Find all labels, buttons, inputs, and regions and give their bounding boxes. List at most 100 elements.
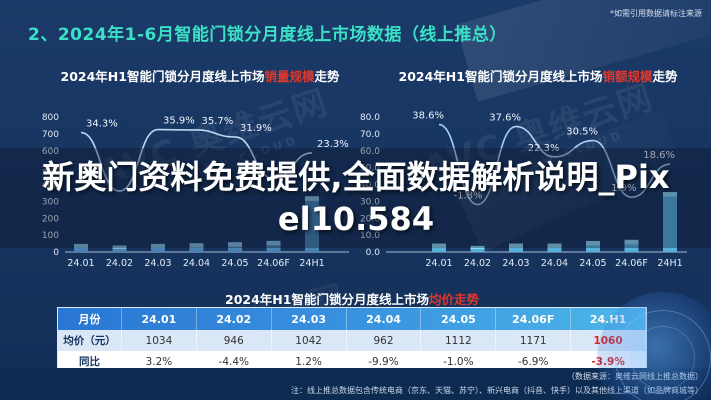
bar-cap bbox=[663, 192, 677, 197]
slide-title: 2、2024年1-6月智能门锁分月度线上市场数据（线上推总） bbox=[28, 25, 507, 45]
network-globe-graphic bbox=[597, 292, 711, 400]
chart-title-highlight: 销量规模 bbox=[264, 69, 315, 84]
chart-title-text: 走势 bbox=[652, 69, 678, 84]
growth-label: 38.6% bbox=[412, 111, 444, 122]
table-cell: -6.9% bbox=[496, 351, 572, 372]
y-axis-tick: 800 bbox=[42, 113, 59, 123]
x-axis-label: 24.05 bbox=[579, 258, 606, 269]
price-table-title: 2024年H1智能门锁分月度线上市场均价走势 bbox=[57, 289, 647, 308]
table-cell: 1034 bbox=[122, 330, 197, 351]
bar-cap bbox=[547, 243, 562, 248]
table-header-cell: 24.02 bbox=[197, 308, 272, 330]
value-chart-title: 2024年H1智能门锁分月度线上市场销额规模走势 bbox=[378, 66, 698, 85]
y-axis-tick: 40.0 bbox=[360, 181, 380, 191]
growth-label: 34.3% bbox=[86, 119, 118, 130]
bar-cap bbox=[266, 240, 281, 246]
overlay-headline: 新奥门资料免费提供,全面数据解析说明_Pixel10.584 bbox=[42, 158, 670, 239]
growth-label: 31.9% bbox=[240, 123, 272, 134]
x-axis-label: 24.02 bbox=[464, 258, 491, 269]
x-axis-label: 24.03 bbox=[144, 258, 171, 269]
growth-label: -1.8% bbox=[453, 191, 482, 202]
table-header-cell: 月份 bbox=[58, 308, 122, 330]
table-header-cell: 24.04 bbox=[347, 308, 422, 330]
x-axis-label: 24.06F bbox=[257, 258, 290, 269]
volume-chart-title: 2024年H1智能门锁分月度线上市场销量规模走势 bbox=[40, 66, 360, 85]
x-axis-label: 24.04 bbox=[183, 258, 210, 269]
table-row-label: 均价（元） bbox=[58, 330, 122, 351]
bar bbox=[228, 242, 242, 252]
y-axis-tick: 100 bbox=[42, 231, 59, 241]
chart-title-text: 走势 bbox=[314, 69, 340, 84]
table-header-cell: 24.06F bbox=[496, 308, 572, 330]
bottom-strip bbox=[0, 368, 711, 400]
y-axis-tick: 700 bbox=[42, 130, 59, 140]
table-cell: 1112 bbox=[421, 330, 497, 351]
table-row-label: 同比 bbox=[58, 351, 122, 372]
y-axis-tick: 200 bbox=[42, 214, 59, 224]
overlay-band bbox=[0, 148, 711, 248]
x-axis-label: 24.01 bbox=[425, 258, 452, 269]
table-header-cell: 24.05 bbox=[421, 308, 497, 330]
bar-cap bbox=[305, 196, 319, 201]
growth-label: 1.9% bbox=[611, 183, 636, 194]
bar-cap bbox=[112, 245, 127, 249]
y-axis-tick: 300 bbox=[42, 197, 59, 207]
table-header-cell: 24.01 bbox=[122, 308, 197, 330]
chart-title-text: 2024年H1智能门锁分月度线上市场 bbox=[60, 69, 265, 84]
bar-cap bbox=[228, 242, 242, 247]
table-title-text: 2024年H1智能门锁分月度线上市场 bbox=[225, 292, 429, 307]
y-axis-tick: 600 bbox=[42, 147, 59, 157]
growth-label: 37.6% bbox=[489, 113, 521, 124]
y-axis-tick: 0.0 bbox=[366, 248, 381, 258]
y-axis-tick: 400 bbox=[42, 181, 59, 191]
x-axis-label: 24H1 bbox=[299, 258, 324, 269]
table-cell: 3.2% bbox=[122, 351, 197, 372]
growth-line bbox=[80, 128, 313, 192]
x-axis-label: 24H1 bbox=[657, 258, 682, 269]
bar-cap bbox=[624, 239, 639, 245]
x-axis-label: 24.02 bbox=[106, 258, 133, 269]
table-cell: 1042 bbox=[272, 330, 347, 351]
bar-cap bbox=[74, 243, 88, 248]
y-axis-tick: 80.0 bbox=[360, 113, 380, 123]
bar bbox=[663, 192, 677, 252]
citation-note: *如需引用数据请标注来源 bbox=[610, 9, 702, 18]
growth-label: 18.6% bbox=[643, 150, 675, 161]
y-axis-tick: 500 bbox=[42, 164, 59, 174]
x-axis-label: 24.01 bbox=[67, 258, 94, 269]
value-chart: 80.0 70.0 60.0 50.0 40.0 30.0 20.0 10.0 0.0 38.6%… bbox=[360, 111, 687, 269]
x-axis-label: 24.04 bbox=[541, 258, 568, 269]
table-cell: 962 bbox=[347, 330, 422, 351]
bar-cap bbox=[151, 243, 165, 248]
bar bbox=[586, 241, 600, 252]
methodology-note: 注：线上推总数据包含传统电商（京东、天猫、苏宁）、新兴电商（抖音、快手）以及其他… bbox=[291, 386, 703, 395]
table-cell: -1.0% bbox=[421, 351, 497, 372]
bar-cap bbox=[509, 243, 523, 248]
y-axis-tick: 70.0 bbox=[360, 130, 380, 140]
volume-chart: 800 700 600 500 400 300 200 100 0 34.3% 35.9% 35.7%… bbox=[42, 113, 349, 269]
table-cell: 1171 bbox=[496, 330, 572, 351]
y-axis-tick: 10.0 bbox=[360, 231, 380, 241]
table-cell: -9.9% bbox=[347, 351, 422, 372]
bar-cap bbox=[586, 241, 600, 246]
y-axis-tick: 60.0 bbox=[360, 147, 380, 157]
bar-cap bbox=[189, 243, 204, 248]
table-cell: 946 bbox=[197, 330, 272, 351]
y-axis-tick: 0 bbox=[53, 248, 59, 258]
y-axis-tick: 50.0 bbox=[360, 164, 380, 174]
y-axis-tick: 20.0 bbox=[360, 214, 380, 224]
table-title-highlight: 均价走势 bbox=[428, 292, 479, 307]
y-axis-tick: 30.0 bbox=[360, 197, 380, 207]
growth-label: 35.9% bbox=[163, 116, 195, 127]
bar-cap bbox=[470, 245, 485, 249]
bar-cap bbox=[432, 243, 446, 248]
table-cell: -4.4% bbox=[197, 351, 272, 372]
bar bbox=[305, 196, 319, 252]
x-axis-label: 24.05 bbox=[221, 258, 248, 269]
growth-label: 30.5% bbox=[566, 127, 598, 138]
chart-title-text: 2024年H1智能门锁分月度线上市场 bbox=[398, 69, 603, 84]
chart-title-highlight: 销额规模 bbox=[602, 69, 653, 84]
price-table: 月份24.0124.0224.0324.0424.0524.06F24.H1均价… bbox=[57, 307, 647, 373]
